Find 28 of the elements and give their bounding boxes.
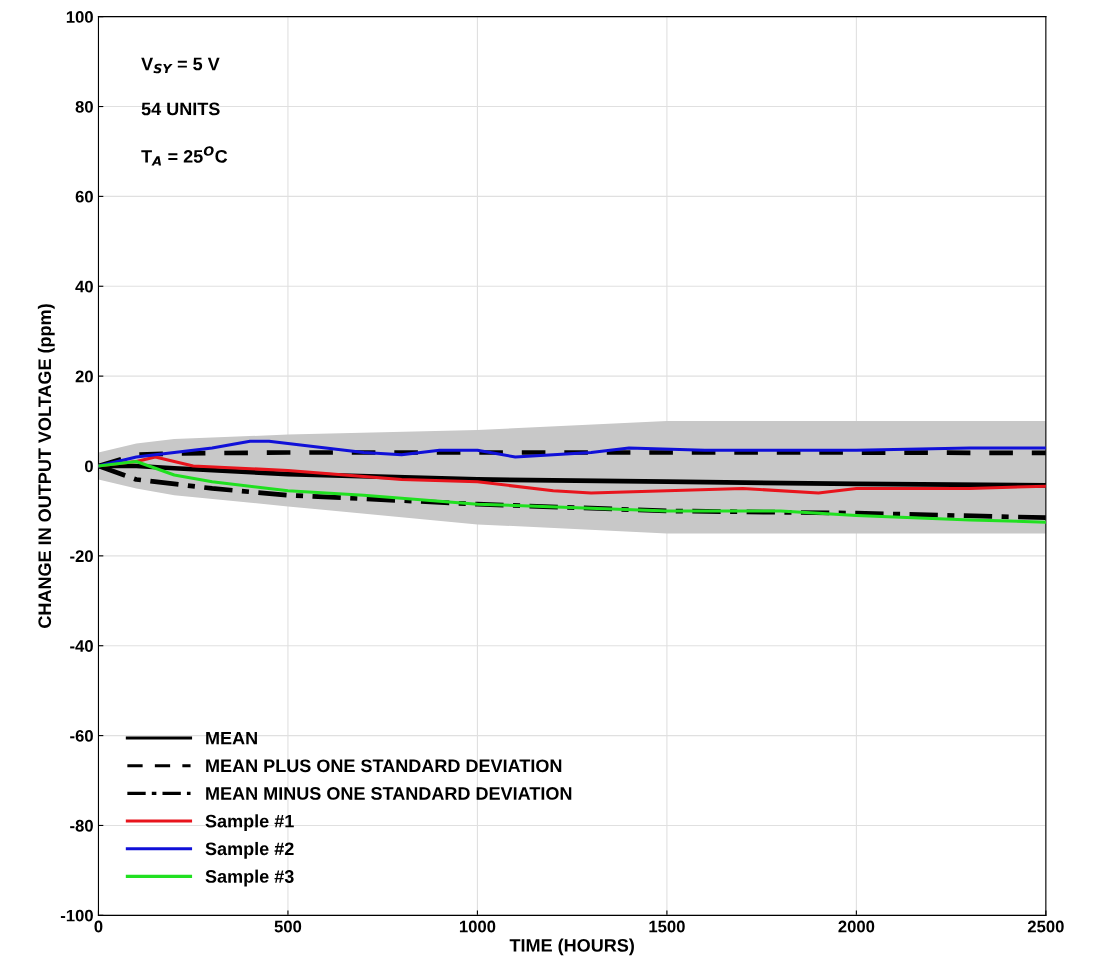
- x-tick-label: 2000: [838, 920, 875, 933]
- x-tick-label: 1500: [649, 920, 685, 933]
- y-tick-label: 60: [75, 190, 93, 203]
- legend-label: MEAN PLUS ONE STANDARD DEVIATION: [206, 759, 562, 773]
- y-tick-label: -20: [70, 550, 93, 563]
- legend-label: Sample #2: [205, 841, 294, 859]
- y-tick-label: -60: [70, 729, 93, 742]
- y-tick-label: -40: [70, 640, 93, 652]
- y-tick-label: 40: [75, 280, 93, 293]
- x-tick-label: 1000: [459, 920, 496, 933]
- x-tick-label: 500: [274, 920, 302, 933]
- y-tick-label: 80: [75, 100, 93, 113]
- y-tick-label: -100: [60, 909, 93, 922]
- annotation: T$_{A}$ = 25$^{O}$C: [141, 146, 228, 166]
- annotation: V$_{SY}$ = 5 V: [141, 57, 220, 74]
- x-tick-label: 0: [94, 920, 103, 933]
- legend-label: Sample #1: [205, 814, 294, 832]
- y-tick-label: -80: [70, 819, 93, 832]
- x-axis-title: TIME (HOURS): [509, 938, 634, 956]
- x-tick-label: 2500: [1027, 920, 1064, 933]
- legend-label: MEAN MINUS ONE STANDARD DEVIATION: [206, 787, 572, 800]
- annotation: 54 UNITS: [141, 102, 220, 116]
- y-axis-title: CHANGE IN OUTPUT VOLTAGE (ppm): [37, 304, 55, 628]
- legend-label: Sample #3: [205, 869, 294, 887]
- y-tick-label: 100: [66, 11, 93, 23]
- y-tick-label: 0: [84, 460, 93, 473]
- legend-label: MEAN: [206, 731, 257, 745]
- y-tick-label: 20: [75, 370, 93, 383]
